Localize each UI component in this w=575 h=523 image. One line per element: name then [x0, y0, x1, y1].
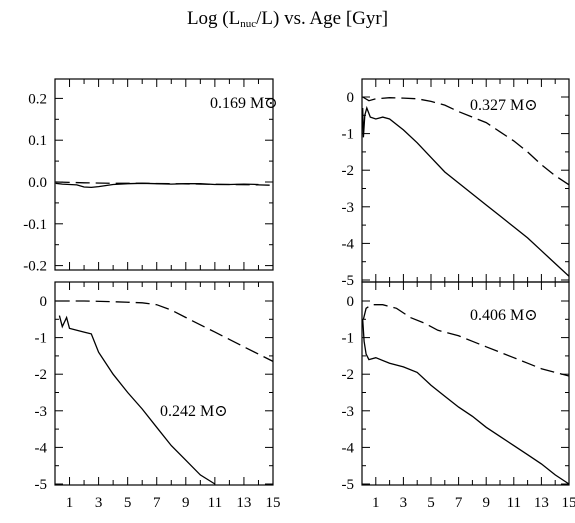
x-tick-label: 13 — [534, 495, 549, 511]
mass-label: 0.406 M⊙ — [470, 307, 538, 324]
y-tick-label: -3 — [342, 404, 355, 420]
dashed-series-line — [55, 181, 273, 186]
y-tick-label: -5 — [342, 273, 355, 289]
y-tick-label: -4 — [342, 236, 355, 252]
y-tick-label: 0 — [40, 294, 48, 310]
x-tick-label: 5 — [124, 495, 132, 511]
y-tick-label: 0.1 — [28, 133, 47, 149]
y-tick-label: -5 — [35, 477, 48, 493]
panel-frame — [361, 281, 570, 486]
x-tick-label: 11 — [208, 495, 222, 511]
panel-frame — [361, 78, 570, 283]
y-tick-label: -3 — [35, 404, 48, 420]
y-tick-label: -4 — [35, 440, 48, 456]
mass-label: 0.242 M⊙ — [160, 403, 228, 420]
y-tick-label: 0 — [347, 294, 355, 310]
x-tick-label: 15 — [562, 495, 575, 511]
y-tick-label: 0 — [347, 90, 355, 106]
x-tick-label: 1 — [66, 495, 74, 511]
x-tick-label: 1 — [372, 495, 380, 511]
x-tick-label: 13 — [236, 495, 251, 511]
dashed-series-line — [362, 304, 569, 377]
panel-top-left: -0.2 -0.1 0.0 0.1 0.2 0.169 M⊙ — [23, 78, 278, 275]
panel-frame — [54, 78, 274, 271]
y-tick-label: -5 — [342, 477, 355, 493]
x-tick-label: 15 — [266, 495, 281, 511]
title-prefix: Log (L — [186, 8, 241, 29]
y-tick-label: -4 — [342, 440, 355, 456]
x-tick-label: 3 — [95, 495, 103, 511]
x-tick-label: 11 — [507, 495, 521, 511]
y-tick-label: -1 — [35, 331, 48, 347]
x-tick-label: 5 — [427, 495, 435, 511]
mass-label: 0.327 M⊙ — [470, 97, 538, 114]
x-tick-label: 9 — [182, 495, 190, 511]
panel-bottom-left: -5-4-3-2-101 3 5 7 9 11 13 150.242 M⊙ — [35, 281, 281, 511]
y-tick-label: -0.1 — [23, 217, 47, 233]
y-tick-label: -3 — [342, 200, 355, 216]
y-tick-label: -1 — [342, 331, 355, 347]
panel-bottom-right: -5-4-3-2-101 3 5 7 9 11 13 150.406 M⊙ — [342, 281, 575, 511]
y-tick-label: -2 — [35, 367, 48, 383]
title-subscript: nuc — [240, 18, 257, 30]
title-suffix: /L) vs. Age [Gyr] — [256, 8, 389, 29]
x-tick-label: 9 — [482, 495, 490, 511]
x-tick-label: 7 — [455, 495, 463, 511]
solid-series-line — [362, 319, 569, 485]
y-tick-label: -2 — [342, 367, 355, 383]
mass-label: 0.169 M⊙ — [210, 95, 278, 112]
x-tick-label: 3 — [400, 495, 408, 511]
y-tick-label: 0.0 — [28, 175, 47, 191]
y-tick-label: -0.2 — [23, 259, 47, 275]
y-tick-label: -2 — [342, 163, 355, 179]
panel-frame — [54, 281, 274, 486]
panel-top-right: -5 -4 -3 -2 -1 0 0.327 M⊙ — [342, 78, 570, 289]
x-tick-label: 7 — [153, 495, 161, 511]
y-tick-label: -1 — [342, 127, 355, 143]
solid-series-line — [362, 105, 569, 277]
dashed-series-line — [55, 300, 273, 362]
dashed-series-line — [362, 96, 569, 186]
solid-series-line — [58, 315, 216, 485]
y-tick-label: 0.2 — [28, 91, 47, 107]
chart-title: Log (Lnuc/L) vs. Age [Gyr] — [0, 8, 575, 30]
